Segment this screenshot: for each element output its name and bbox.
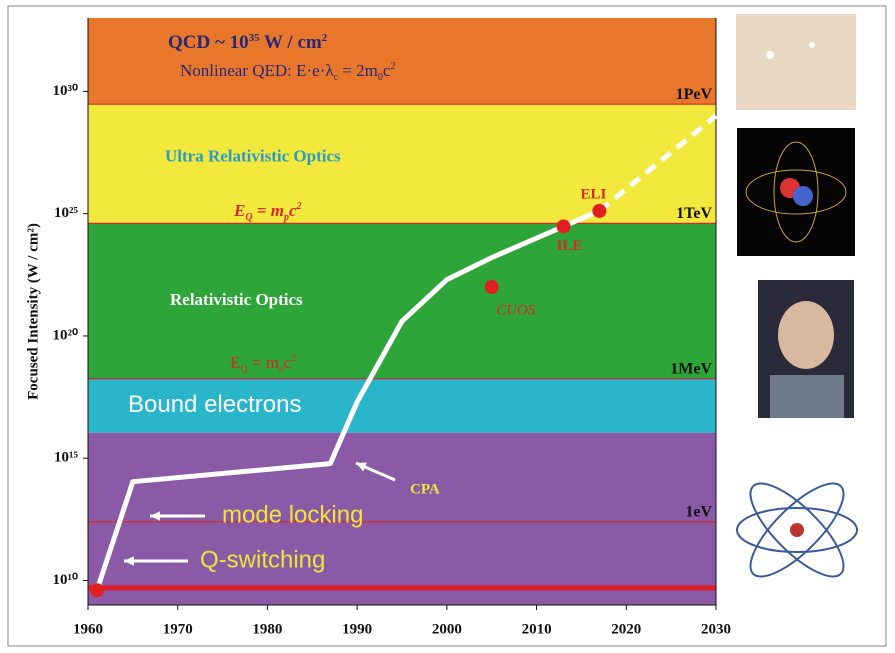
y-tick-label: 10²⁵ <box>54 205 78 221</box>
y-tick-label: 10¹⁰ <box>52 572 78 588</box>
y-tick-label: 10²⁰ <box>52 327 78 343</box>
formula-part: W / cm <box>260 32 322 53</box>
formula-part: 2 <box>291 353 296 364</box>
point <box>556 219 570 233</box>
annotation: Q-switching <box>200 546 325 573</box>
formula: QCD ~ 1035 W / cm2 <box>168 32 328 54</box>
formula-part: E <box>230 353 240 372</box>
formula-part: 2 <box>322 32 328 44</box>
band-label: Ultra Relativistic Optics <box>165 147 341 166</box>
x-tick-label: 1970 <box>163 621 193 637</box>
point-label: CUOS <box>496 302 536 318</box>
formula-part: = 2m <box>338 61 378 80</box>
point-label: ILE <box>557 238 583 254</box>
point <box>485 280 499 294</box>
formula-part: QCD ~ 10 <box>168 32 249 53</box>
picture-particles <box>736 14 856 110</box>
x-tick-label: 1990 <box>342 621 372 637</box>
picture-nucleus-dot <box>790 523 804 537</box>
formula: EQ = mpc2 <box>233 201 302 223</box>
pictures <box>736 14 857 589</box>
annotation: mode locking <box>222 501 363 528</box>
band <box>88 433 716 605</box>
x-tick-label: 2020 <box>611 621 641 637</box>
formula-part: Q <box>245 212 252 223</box>
band-label: Bound electrons <box>128 391 301 418</box>
formula: EQ = mec2 <box>230 353 296 375</box>
point <box>90 583 104 597</box>
formula-part: = m <box>248 353 279 372</box>
x-tick-label: 2010 <box>522 621 552 637</box>
energy-label: 1TeV <box>676 205 712 222</box>
band-label: Relativistic Optics <box>170 290 303 309</box>
picture-face <box>778 301 834 369</box>
picture-neutron <box>793 186 813 206</box>
point <box>592 204 606 218</box>
formula-part: Nonlinear QED: E·e·λ <box>180 61 334 80</box>
x-tick-label: 1960 <box>73 621 103 637</box>
y-axis-label: Focused Intensity (W / cm²) <box>25 223 41 400</box>
formula-part: 2 <box>296 201 302 212</box>
annotation: CPA <box>410 481 440 497</box>
y-tick-label: 10¹⁵ <box>54 450 78 466</box>
formula-part: 35 <box>249 32 261 44</box>
x-tick-label: 2000 <box>432 621 462 637</box>
y-tick-label: 10³⁰ <box>52 83 78 99</box>
formula-part: 2 <box>390 61 395 72</box>
picture-sweater <box>770 375 844 418</box>
x-tick-label: 1980 <box>252 621 282 637</box>
picture-dot <box>766 51 774 59</box>
energy-label: 1eV <box>685 504 712 521</box>
point-label: ELI <box>580 186 606 202</box>
picture-dot <box>809 42 815 48</box>
chart: Ultra Relativistic Optics Relativistic Op… <box>0 0 895 653</box>
formula-part: = m <box>253 201 284 220</box>
formula: Nonlinear QED: E·e·λc = 2m0c2 <box>180 61 395 83</box>
energy-label: 1MeV <box>670 360 712 377</box>
formula-part: E <box>233 201 245 220</box>
energy-label: 1PeV <box>676 86 713 103</box>
x-tick-label: 2030 <box>701 621 731 637</box>
